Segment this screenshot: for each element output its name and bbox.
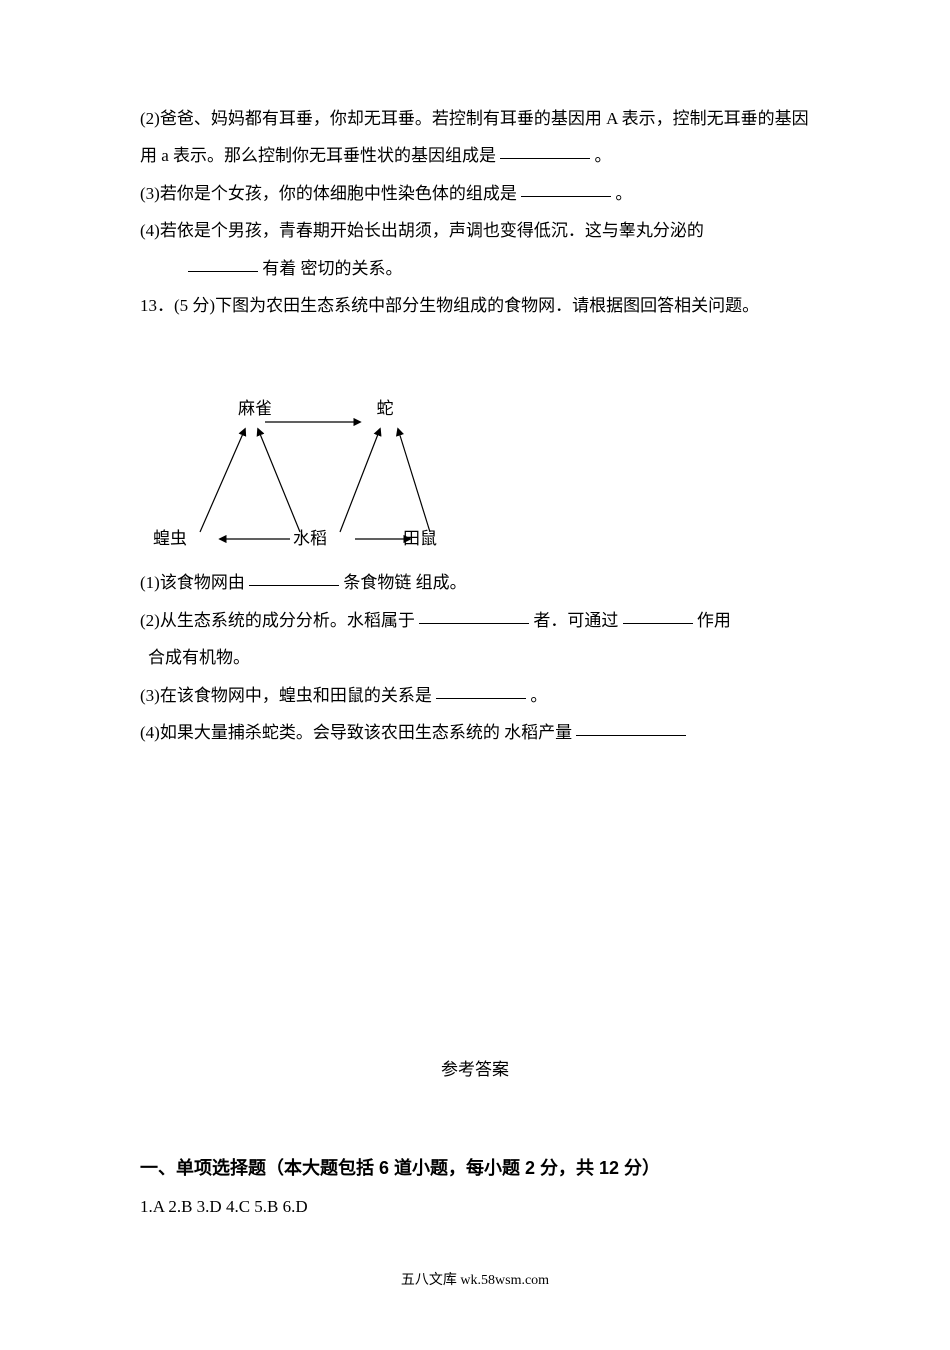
blank-yield[interactable]	[576, 718, 686, 736]
q13-sub3: (3)在该食物网中，蝗虫和田鼠的关系是 。	[140, 677, 810, 714]
q13-sub1: (1)该食物网由 条食物链 组成。	[140, 564, 810, 601]
food-web-svg: 麻雀 蛇蝗虫 水稻 田鼠	[140, 394, 520, 554]
q12-sub2-line2: 用 a 表示。那么控制你无耳垂性状的基因组成是 。	[140, 137, 810, 174]
q13-sub4-a: (4)如果大量捕杀蛇类。会导致该农田生态系统的 水稻产量	[140, 723, 576, 742]
q13-sub2-b: 者．可通过	[533, 611, 618, 630]
q12-sub2-text: 用 a 表示。那么控制你无耳垂性状的基因组成是	[140, 146, 496, 165]
section-1-heading: 一、单项选择题（本大题包括 6 道小题，每小题 2 分，共 12 分）	[140, 1149, 810, 1189]
q13-sub2-a: (2)从生态系统的成分分析。水稻属于	[140, 611, 415, 630]
q13-sub1-b: 条食物链 组成。	[343, 573, 466, 592]
answer-key-title: 参考答案	[140, 1051, 810, 1088]
q12-sub2-tail: 。	[595, 146, 612, 165]
q12-sub4-tail: 有着 密切的关系。	[262, 259, 402, 278]
q12-sub3-text: (3)若你是个女孩，你的体细胞中性染色体的组成是	[140, 184, 517, 203]
blank-genotype[interactable]	[500, 141, 590, 159]
blank-process[interactable]	[623, 606, 693, 624]
q13-sub3-a: (3)在该食物网中，蝗虫和田鼠的关系是	[140, 686, 436, 705]
q13-sub2-line1: (2)从生态系统的成分分析。水稻属于 者．可通过 作用	[140, 602, 810, 639]
q13-sub2-c: 作用	[697, 611, 731, 630]
q13-sub3-b: 。	[530, 686, 547, 705]
q12-sub2-line1: (2)爸爸、妈妈都有耳垂，你却无耳垂。若控制有耳垂的基因用 A 表示，控制无耳垂…	[140, 100, 810, 137]
q12-sub4-line2: 有着 密切的关系。	[140, 250, 810, 287]
blank-relation[interactable]	[436, 681, 526, 699]
node-rice: 水稻	[293, 529, 327, 548]
page-footer: 五八文库 wk.58wsm.com	[140, 1266, 810, 1297]
q12-sub3-tail: 。	[615, 184, 632, 203]
mcq-answers: 1.A 2.B 3.D 4.C 5.B 6.D	[140, 1188, 810, 1225]
node-locust: 蝗虫	[153, 529, 187, 548]
q13-sub1-a: (1)该食物网由	[140, 573, 245, 592]
node-mouse: 田鼠	[403, 529, 437, 548]
q13-sub4: (4)如果大量捕杀蛇类。会导致该农田生态系统的 水稻产量	[140, 714, 810, 751]
food-web-diagram: 麻雀 蛇蝗虫 水稻 田鼠	[140, 394, 810, 554]
q13-stem: 13．(5 分)下图为农田生态系统中部分生物组成的食物网．请根据图回答相关问题。	[140, 287, 810, 324]
blank-chain-count[interactable]	[249, 568, 339, 586]
node-sparrow: 麻雀	[238, 399, 272, 418]
q13-sub2-line2: 合成有机物。	[140, 639, 810, 676]
q12-sub4-line1: (4)若依是个男孩，青春期开始长出胡须，声调也变得低沉．这与睾丸分泌的	[140, 212, 810, 249]
blank-sex-chrom[interactable]	[521, 179, 611, 197]
blank-producer[interactable]	[419, 606, 529, 624]
q12-sub3: (3)若你是个女孩，你的体细胞中性染色体的组成是 。	[140, 175, 810, 212]
node-snake: 蛇	[377, 399, 394, 418]
blank-hormone[interactable]	[188, 254, 258, 272]
